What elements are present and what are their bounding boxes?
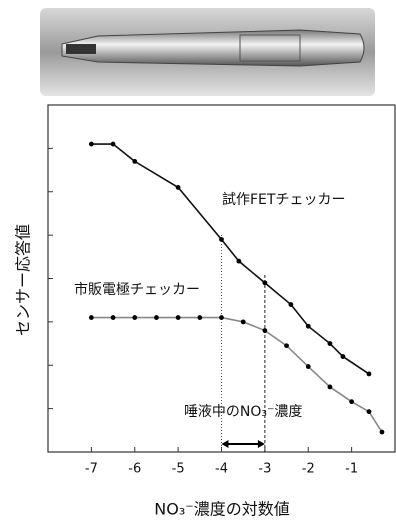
device-photo — [40, 8, 375, 96]
data-point — [132, 159, 137, 164]
data-point — [306, 364, 311, 369]
x-tick-label: -5 — [172, 462, 185, 477]
data-point — [219, 237, 224, 242]
data-point — [236, 259, 241, 264]
plot-frame — [48, 105, 395, 452]
data-point — [197, 315, 202, 320]
x-axis-label: NO₃⁻濃度の対数値 — [154, 500, 289, 519]
data-point — [328, 385, 333, 390]
data-point — [241, 319, 246, 324]
series-line — [91, 144, 369, 374]
data-point — [132, 315, 137, 320]
x-tick-label: -4 — [215, 462, 228, 477]
data-point — [341, 354, 346, 359]
data-point — [176, 185, 181, 190]
x-tick-label: -2 — [302, 462, 315, 477]
data-point — [328, 341, 333, 346]
y-axis-label: センサー応答値 — [14, 224, 33, 336]
data-point — [380, 430, 385, 435]
chart: NO₃⁻濃度の対数値 センサー応答値 -7 -6 -5 -4 -3 -2 -1 唾液中のNO₃… — [0, 0, 396, 526]
data-point — [367, 372, 372, 377]
data-point — [284, 343, 289, 348]
data-point — [154, 315, 159, 320]
data-point — [176, 315, 181, 320]
data-point — [289, 302, 294, 307]
data-point — [262, 280, 267, 285]
data-point — [111, 142, 116, 147]
series-label: 市販電極チェッカー — [74, 281, 200, 298]
data-point — [89, 315, 94, 320]
data-point — [306, 324, 311, 329]
page: {"chart_data": { "type": "line", "x_labe… — [0, 0, 396, 526]
data-point — [111, 315, 116, 320]
x-tick-label: -7 — [85, 462, 98, 477]
x-tick-label: -3 — [258, 462, 271, 477]
x-tick-label: -6 — [128, 462, 141, 477]
data-point — [89, 142, 94, 147]
range-label: 唾液中のNO₃⁻濃度 — [184, 404, 303, 420]
series-label: 試作FETチェッカー — [222, 192, 345, 208]
data-point — [367, 409, 372, 414]
data-point — [349, 399, 354, 404]
x-tick-label: -1 — [345, 462, 358, 477]
data-point — [262, 328, 267, 333]
data-point — [219, 315, 224, 320]
